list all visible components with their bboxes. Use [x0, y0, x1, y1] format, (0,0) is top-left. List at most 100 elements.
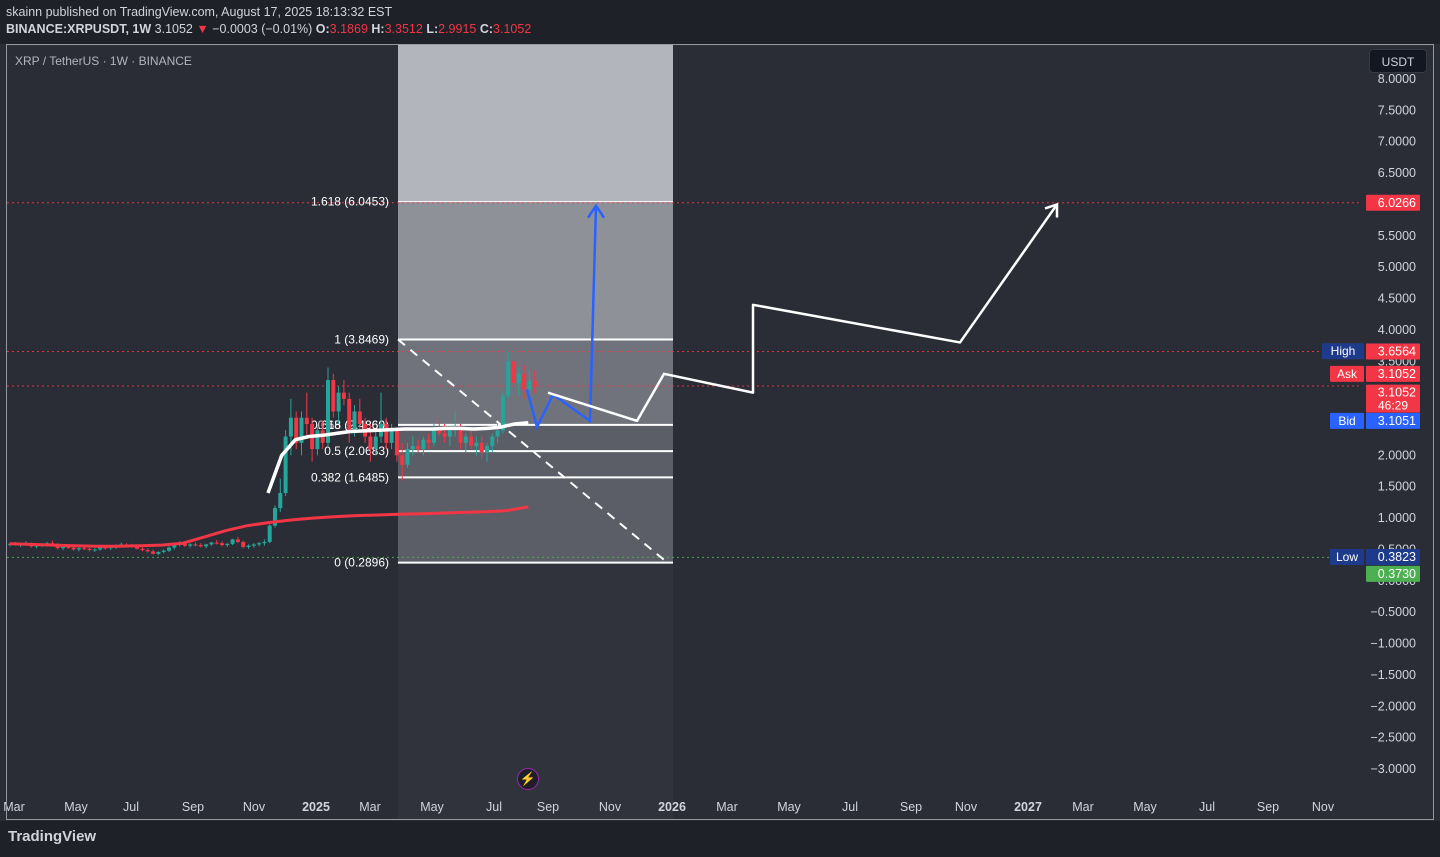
candle-body: [463, 436, 468, 443]
candle-body: [511, 361, 516, 384]
time-tick-label: May: [1133, 800, 1157, 814]
candle-body: [278, 492, 283, 509]
price-tick-label: −1.5000: [1370, 668, 1416, 682]
time-tick-label: Mar: [359, 800, 381, 814]
candle-body: [103, 547, 108, 549]
candle-body: [495, 430, 500, 437]
candle-body: [432, 427, 436, 443]
high-label: H:: [371, 22, 385, 36]
candle-body: [161, 550, 166, 552]
time-tick-label: 2025: [302, 800, 330, 814]
candle-body: [458, 427, 463, 443]
time-tick-label: 2027: [1014, 800, 1042, 814]
white-arrow-head: [1044, 202, 1059, 218]
price-tag: [1366, 343, 1420, 360]
price-tick-label: −1.0000: [1370, 637, 1416, 651]
price-tag-name-bg: [1330, 412, 1364, 429]
candle-body: [527, 380, 532, 390]
price-tag-value: 0.3730: [1378, 567, 1416, 581]
symbol-ohlc-line: BINANCE:XRPUSDT, 1W 3.1052 ▼ −0.0003 (−0…: [6, 22, 531, 36]
low-value: 2.9915: [438, 22, 477, 36]
time-tick-label: Sep: [182, 800, 204, 814]
time-tick-label: Jul: [486, 800, 502, 814]
candle-body: [172, 544, 177, 548]
price-tick-label: −2.0000: [1370, 699, 1416, 713]
time-tick-label: Jul: [123, 800, 139, 814]
price-tick-label: 5.5000: [1378, 229, 1416, 243]
candle-body: [405, 449, 410, 465]
candle-body: [522, 373, 527, 390]
time-tick-label: May: [777, 800, 801, 814]
candle-body: [389, 430, 394, 443]
time-tick-label: Jul: [1199, 800, 1215, 814]
fib-level-label: 1.618 (6.0453): [311, 195, 389, 209]
candle-body: [151, 551, 156, 554]
open-value: 3.1869: [329, 22, 368, 36]
candle-body: [156, 551, 161, 554]
fib-level-label: 0.5 (2.0683): [324, 444, 389, 458]
candle-body: [220, 543, 224, 546]
time-tick-label: Sep: [1257, 800, 1279, 814]
candle-body: [66, 546, 71, 548]
time-tick-label: Nov: [955, 800, 978, 814]
tradingview-logo[interactable]: TradingView: [8, 828, 96, 845]
price-tag: [1366, 194, 1420, 211]
candle-body: [167, 547, 171, 551]
candle-body: [400, 455, 405, 465]
candle-body: [490, 436, 495, 446]
candle-body: [145, 550, 150, 552]
price-tick-label: 1.0000: [1378, 511, 1416, 525]
open-label: O:: [315, 22, 330, 36]
candle-body: [326, 380, 330, 443]
price-tick-label: −3.0000: [1370, 762, 1416, 776]
candle-body: [294, 417, 299, 443]
candle-body: [92, 549, 97, 551]
candle-body: [516, 373, 521, 384]
symbol-name: BINANCE:XRPUSDT, 1W: [6, 22, 152, 36]
price-tag-name: Ask: [1337, 367, 1358, 381]
candle-body: [140, 548, 145, 551]
candle-body: [230, 539, 235, 544]
price-tag-name: Bid: [1338, 414, 1355, 428]
candle-body: [225, 543, 230, 546]
candle-body: [299, 417, 304, 443]
candle-body: [257, 543, 262, 545]
time-tick-label: Mar: [716, 800, 738, 814]
candle-body: [373, 436, 378, 450]
candle-body: [347, 398, 352, 431]
price-tick-label: 4.0000: [1378, 323, 1416, 337]
candle-body: [34, 545, 39, 547]
blue-arrow-head: [586, 203, 606, 219]
price-change: −0.0003 (−0.01%): [212, 22, 313, 36]
candle-body: [416, 445, 421, 450]
candle-body: [447, 430, 452, 437]
candle-body: [193, 544, 198, 546]
candle-body: [352, 411, 357, 431]
lightning-icon[interactable]: ⚡: [517, 768, 539, 790]
price-tag-value: 3.6564: [1378, 344, 1416, 358]
candle-body: [262, 541, 267, 544]
price-tick-label: 7.0000: [1378, 135, 1416, 149]
price-tag: [1366, 548, 1420, 565]
candle-body: [251, 544, 256, 546]
fib-zone-top: [398, 45, 673, 202]
fib-level-label: 0 (0.2896): [334, 556, 389, 570]
time-tick-label: Sep: [900, 800, 922, 814]
currency-button[interactable]: USDT: [1369, 49, 1427, 73]
published-info: skainn published on TradingView.com, Aug…: [6, 5, 393, 19]
candle-body: [469, 436, 474, 446]
price-tick-label: 7.5000: [1378, 103, 1416, 117]
candle-body: [426, 439, 431, 443]
publish-header: skainn published on TradingView.com, Aug…: [0, 0, 1440, 44]
price-tag-value: 3.1052: [1378, 386, 1416, 400]
candle-body: [336, 392, 341, 412]
candle-body: [82, 548, 87, 550]
plot-area: [7, 45, 1433, 819]
price-tick-label: −2.5000: [1370, 731, 1416, 745]
time-tick-label: Sep: [537, 800, 559, 814]
candle-body: [135, 546, 140, 549]
price-tag-name-bg: [1330, 365, 1364, 382]
candle-body: [479, 442, 484, 453]
price-tag: [1366, 565, 1420, 582]
